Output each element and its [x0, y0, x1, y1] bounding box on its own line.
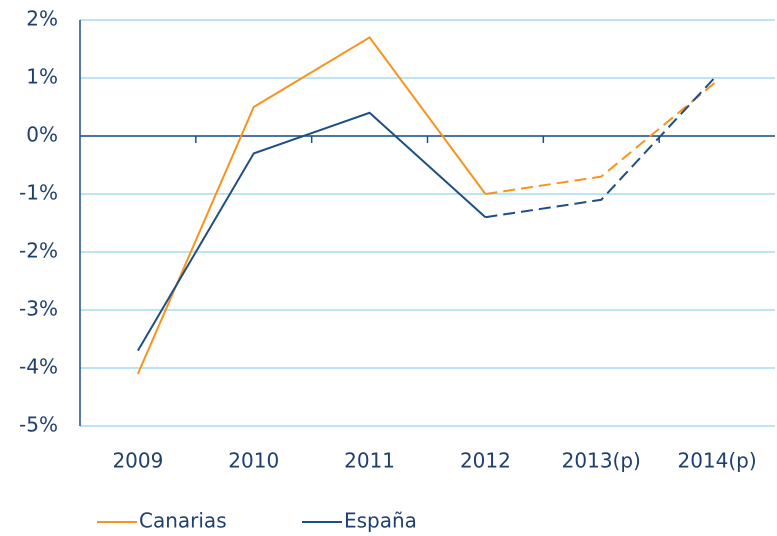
x-tick-label: 2011: [344, 449, 395, 473]
x-tick-label: 2014(p): [677, 449, 756, 473]
x-tick-label: 2012: [460, 449, 511, 473]
y-tick-label: 1%: [26, 65, 58, 89]
series-line-dashed: [485, 80, 718, 195]
y-tick-label: 2%: [26, 7, 58, 31]
y-tick-label: -1%: [19, 181, 58, 205]
y-tick-label: -5%: [19, 413, 58, 437]
legend-label: España: [344, 509, 417, 533]
y-tick-label: -2%: [19, 239, 58, 263]
y-tick-label: -4%: [19, 355, 58, 379]
x-tick-label: 2013(p): [562, 449, 641, 473]
series-line: [137, 111, 487, 352]
y-tick-label: 0%: [26, 123, 58, 147]
series-line-dashed: [485, 74, 718, 219]
x-tick-label: 2009: [112, 449, 163, 473]
series-line: [136, 36, 487, 375]
legend-label: Canarias: [139, 509, 227, 533]
x-tick-label: 2010: [228, 449, 279, 473]
y-tick-label: -3%: [19, 297, 58, 321]
